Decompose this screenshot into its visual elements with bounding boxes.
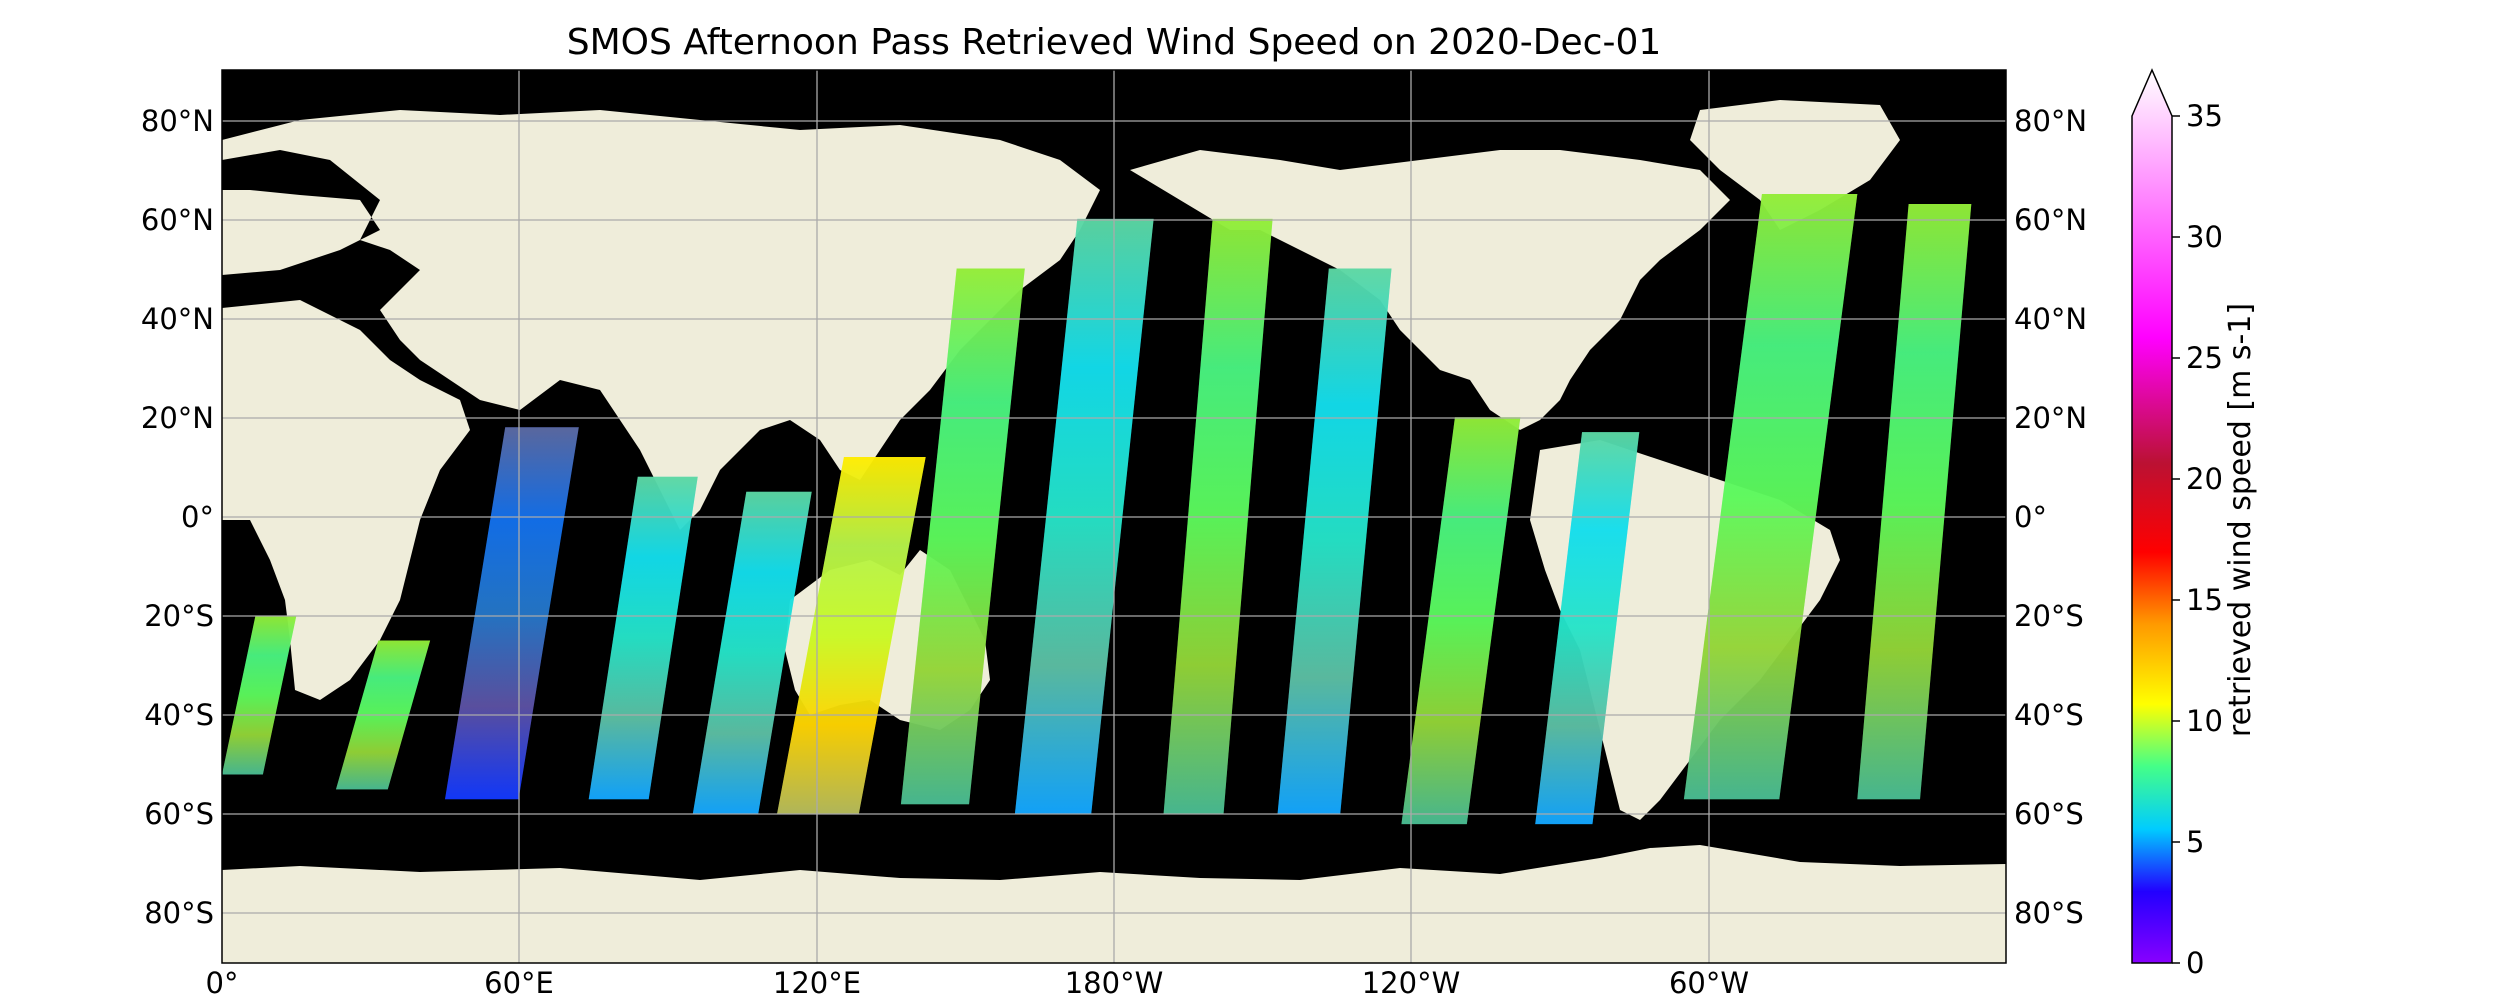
swath-texture-5: [692, 491, 812, 815]
colorbar-tick-0: 0: [2186, 946, 2204, 980]
colorbar: 0 5 10 15 20 25 30 35 retrieved wind spe…: [2131, 68, 2258, 980]
lat-label-80n-right: 80°N: [2014, 104, 2087, 138]
lat-label-20n-right: 20°N: [2014, 401, 2087, 435]
lat-label-20s-right: 20°S: [2014, 599, 2084, 633]
lat-labels-right: 80°N 60°N 40°N 20°N 0° 20°S 40°S 60°S 80…: [2014, 104, 2087, 930]
swath-texture-3: [445, 427, 579, 800]
lon-labels: 0° 60°E 120°E 180°W 120°W 60°W: [206, 966, 1750, 1000]
swath-texture-11: [1401, 417, 1521, 825]
lat-label-0-right: 0°: [2014, 500, 2047, 534]
map-frame: [221, 69, 2007, 964]
lat-label-40s-right: 40°S: [2014, 698, 2084, 732]
map-title: SMOS Afternoon Pass Retrieved Wind Speed…: [566, 22, 1662, 63]
swath-texture-6: [777, 456, 926, 815]
lat-label-40n-left: 40°N: [141, 302, 214, 336]
east-asia-land: [1000, 190, 1060, 260]
swath-texture-14: [1857, 203, 1972, 800]
colorbar-tick-20: 20: [2186, 462, 2223, 496]
colorbar-tick-35: 35: [2186, 99, 2223, 133]
lat-label-60n-left: 60°N: [141, 203, 214, 237]
lat-label-60s-right: 60°S: [2014, 797, 2084, 831]
lat-label-80s-left: 80°S: [144, 896, 214, 930]
colorbar-label: retrieved wind speed [m s-1]: [2223, 303, 2258, 737]
swath-texture-1: [222, 615, 297, 775]
map-area: [222, 70, 2006, 963]
lat-label-80n-left: 80°N: [141, 104, 214, 138]
colorbar-tick-30: 30: [2186, 220, 2223, 254]
lat-label-80s-right: 80°S: [2014, 896, 2084, 930]
lat-label-20s-left: 20°S: [144, 599, 214, 633]
lat-labels-left: 80°N 60°N 40°N 20°N 0° 20°S 40°S 60°S 80…: [141, 104, 214, 930]
lat-label-0-left: 0°: [181, 500, 214, 534]
lat-label-60s-left: 60°S: [144, 797, 214, 831]
lat-label-40s-left: 40°S: [144, 698, 214, 732]
lat-label-60n-right: 60°N: [2014, 203, 2087, 237]
lon-label-120w: 120°W: [1362, 966, 1461, 1000]
gridlines: [222, 70, 2006, 963]
swath-texture-4: [588, 476, 698, 800]
colorbar-tick-25: 25: [2186, 341, 2223, 375]
swath-texture-13: [1683, 194, 1858, 800]
swath-texture-10: [1277, 268, 1392, 815]
lon-label-60e: 60°E: [484, 966, 554, 1000]
lon-label-0: 0°: [206, 966, 239, 1000]
swath-texture-12: [1535, 432, 1640, 825]
colorbar-body: [2131, 68, 2173, 964]
lon-label-120e: 120°E: [773, 966, 861, 1000]
colorbar-tick-10: 10: [2186, 704, 2223, 738]
colorbar-tick-15: 15: [2186, 583, 2223, 617]
lat-label-40n-right: 40°N: [2014, 302, 2087, 336]
colorbar-tick-5: 5: [2186, 825, 2204, 859]
lat-label-20n-left: 20°N: [141, 401, 214, 435]
eurasia-africa-land: [222, 110, 1100, 700]
swath-texture-7: [900, 268, 1025, 805]
colorbar-ticks: [2172, 115, 2180, 964]
greenland-land: [1690, 100, 1900, 230]
lon-label-180w: 180°W: [1065, 966, 1164, 1000]
lon-label-60w: 60°W: [1669, 966, 1749, 1000]
